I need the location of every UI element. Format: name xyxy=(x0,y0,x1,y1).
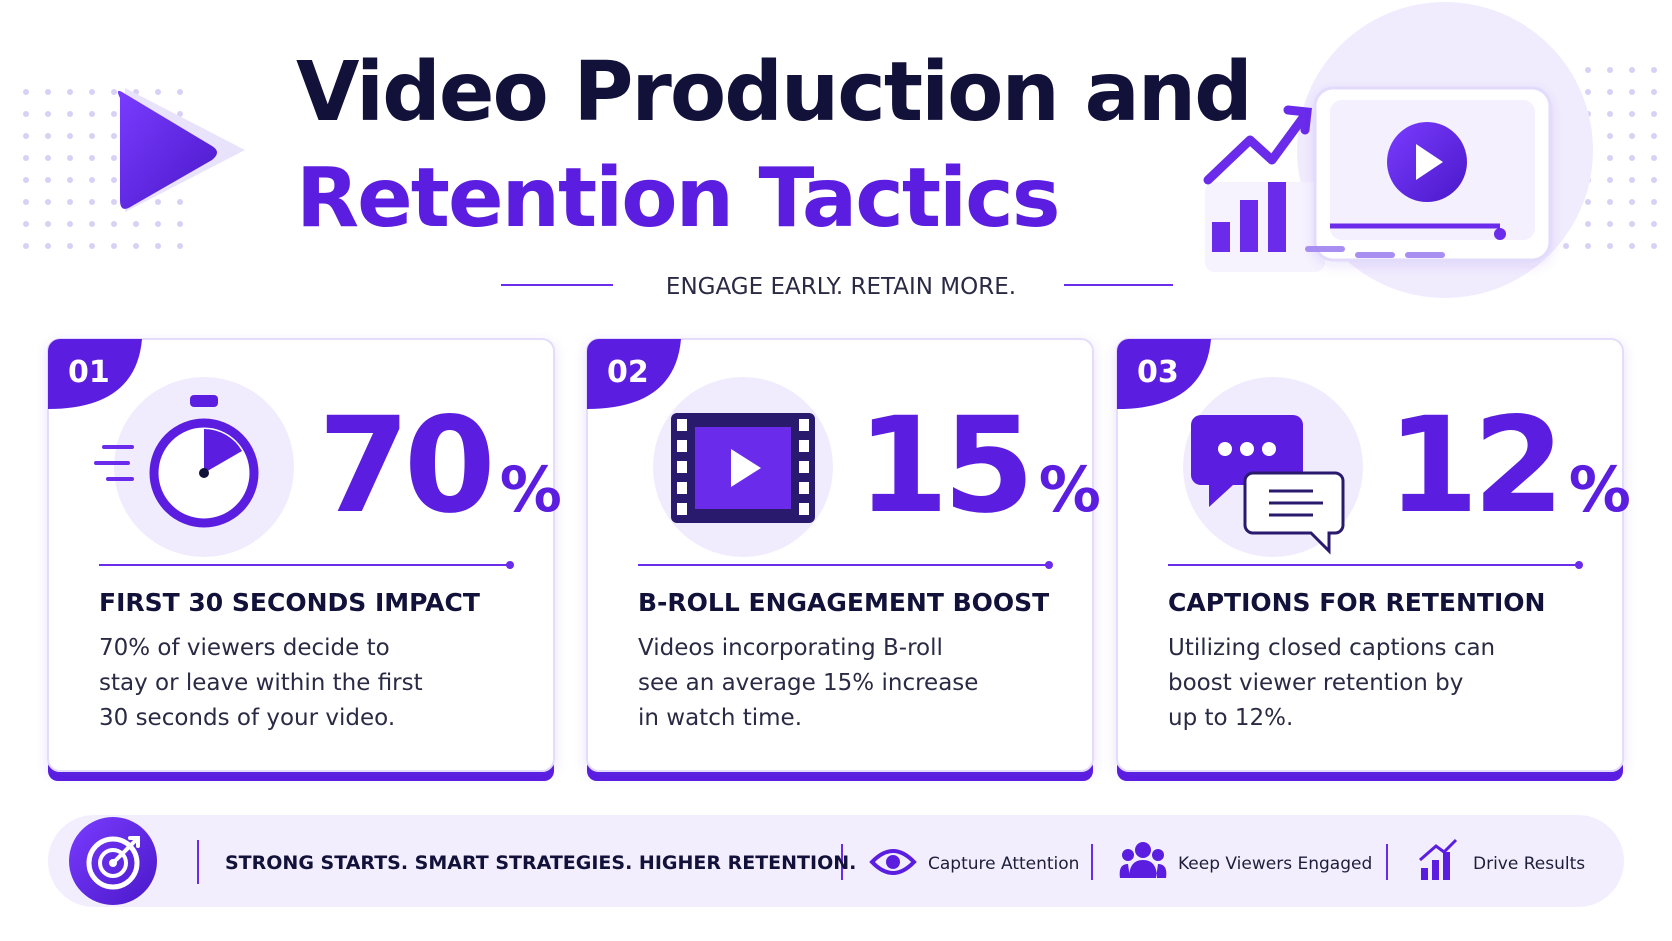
card-number: 01 xyxy=(68,355,110,390)
icon-part xyxy=(677,503,687,515)
card-number: 02 xyxy=(607,355,649,390)
cards: 01 70 % FIRST 30 SECONDS IMPACT 70% of viewe… xyxy=(47,338,1631,781)
card-description: stay or leave within the first xyxy=(99,670,423,696)
footer-item: Drive Results xyxy=(1473,854,1585,874)
footer: STRONG STARTS. SMART STRATEGIES. HIGHER … xyxy=(48,815,1624,907)
stat-unit: % xyxy=(500,453,562,526)
stat-value: 15 xyxy=(857,389,1029,543)
card: 01 70 % FIRST 30 SECONDS IMPACT 70% of viewe… xyxy=(47,338,562,781)
icon-part xyxy=(677,419,687,431)
card-icon xyxy=(1191,415,1345,555)
icon-part xyxy=(1240,442,1254,456)
card-badge xyxy=(587,339,681,409)
card-stat: 12% xyxy=(1387,389,1631,543)
icon-part xyxy=(799,461,809,473)
stat-unit: % xyxy=(1039,453,1101,526)
icon-part xyxy=(799,503,809,515)
card-stat: 70% xyxy=(318,389,562,543)
card-stat: 15% xyxy=(857,389,1101,543)
card-description: see an average 15% increase xyxy=(638,670,978,696)
card-heading: B-ROLL ENGAGEMENT BOOST xyxy=(638,588,1049,617)
card-description: in watch time. xyxy=(638,705,802,731)
footer-slogan: STRONG STARTS. SMART STRATEGIES. HIGHER … xyxy=(225,852,856,874)
card-description: 70% of viewers decide to xyxy=(99,635,390,661)
card-icon xyxy=(94,395,259,528)
icon-part xyxy=(1218,442,1232,456)
icon-part xyxy=(731,449,761,487)
footer-item: Capture Attention xyxy=(928,854,1079,874)
icon-part xyxy=(677,461,687,473)
card-description: Videos incorporating B-roll xyxy=(638,635,943,661)
card-heading: CAPTIONS FOR RETENTION xyxy=(1168,588,1545,617)
icon-part xyxy=(1262,442,1276,456)
card-description: Utilizing closed captions can xyxy=(1168,635,1495,661)
title-line2: Retention Tactics xyxy=(296,151,1059,246)
card-badge xyxy=(1117,339,1211,409)
icon-part xyxy=(799,419,809,431)
title-line1: Video Production and xyxy=(296,45,1251,140)
card-rule-dot xyxy=(1575,561,1583,569)
icon-part xyxy=(199,468,209,478)
card-rule-dot xyxy=(506,561,514,569)
hero-illustration xyxy=(1203,2,1593,298)
card-description: boost viewer retention by xyxy=(1168,670,1463,696)
card-icon xyxy=(671,413,815,523)
card: 02 15 % B-ROLL ENGAGEMENT BOOST Videos incor… xyxy=(586,338,1101,781)
footer-item: Keep Viewers Engaged xyxy=(1178,854,1372,874)
stat-value: 12 xyxy=(1387,389,1559,543)
card-number: 03 xyxy=(1137,355,1179,390)
card: 03 12 % CAPTIONS FOR RETENTION Utilizing clo… xyxy=(1116,338,1631,781)
tagline: ENGAGE EARLY. RETAIN MORE. xyxy=(666,274,1016,300)
play-icon xyxy=(117,90,217,209)
stat-value: 70 xyxy=(318,389,490,543)
icon-part xyxy=(799,482,809,494)
icon-part xyxy=(799,440,809,452)
icon-part xyxy=(94,445,134,481)
card-rule-dot xyxy=(1045,561,1053,569)
stat-unit: % xyxy=(1569,453,1631,526)
icon-part xyxy=(677,482,687,494)
card-badge xyxy=(48,339,142,409)
card-description: 30 seconds of your video. xyxy=(99,705,395,731)
icon-part xyxy=(677,440,687,452)
icon-part xyxy=(204,429,242,473)
card-description: up to 12%. xyxy=(1168,705,1293,731)
icon-part xyxy=(190,395,218,407)
card-heading: FIRST 30 SECONDS IMPACT xyxy=(99,588,480,617)
